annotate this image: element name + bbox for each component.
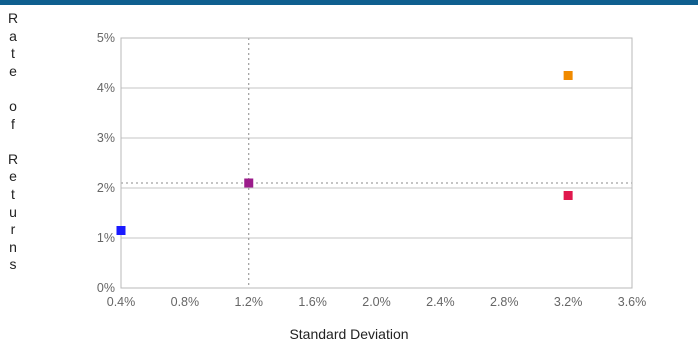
x-tick-label: 3.2% bbox=[554, 295, 583, 309]
y-tick-label: 4% bbox=[97, 81, 115, 95]
x-tick-label: 2.4% bbox=[426, 295, 455, 309]
x-tick-label: 1.2% bbox=[235, 295, 264, 309]
y-tick-label: 3% bbox=[97, 131, 115, 145]
x-tick-label: 2.8% bbox=[490, 295, 519, 309]
data-point bbox=[563, 191, 573, 200]
data-point bbox=[244, 178, 254, 188]
x-tick-label: 2.0% bbox=[362, 295, 391, 309]
header-bar bbox=[0, 0, 698, 5]
y-tick-label: 5% bbox=[97, 31, 115, 45]
data-point bbox=[116, 226, 126, 235]
x-tick-label: 0.8% bbox=[171, 295, 200, 309]
x-tick-label: 1.6% bbox=[298, 295, 327, 309]
plot-area bbox=[120, 37, 633, 289]
y-tick-label: 0% bbox=[97, 281, 115, 295]
x-axis-label: Standard Deviation bbox=[289, 326, 409, 342]
y-tick-label: 2% bbox=[97, 181, 115, 195]
x-tick-label: 0.4% bbox=[107, 295, 136, 309]
y-tick-label: 1% bbox=[97, 231, 115, 245]
data-point bbox=[563, 71, 573, 80]
x-tick-label: 3.6% bbox=[618, 295, 647, 309]
